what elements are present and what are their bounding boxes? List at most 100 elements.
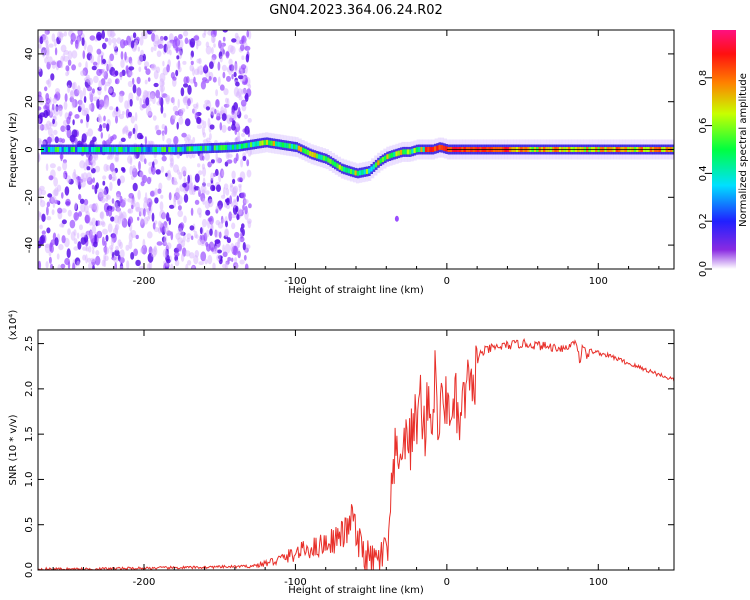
noise-speck (65, 198, 71, 207)
noise-speck (38, 260, 42, 269)
snr-xlabel: Height of straight line (km) (288, 585, 424, 596)
ridge-core (311, 152, 314, 157)
ridge-core (315, 153, 319, 159)
noise-speck (221, 113, 227, 122)
ridge-core (154, 147, 158, 152)
noise-speck (234, 231, 240, 239)
noise-speck (231, 170, 236, 180)
noise-speck (237, 177, 243, 183)
noise-speck (227, 257, 232, 262)
noise-speck (85, 158, 89, 167)
ridge-core (181, 146, 185, 152)
noise-speck (197, 238, 202, 246)
noise-speck (233, 245, 239, 256)
noise-speck (215, 99, 220, 108)
noise-speck (177, 205, 182, 211)
noise-speck (205, 241, 209, 247)
noise-speck (80, 232, 86, 238)
noise-speck (197, 163, 201, 168)
ridge-core (359, 170, 362, 176)
noise-speck (74, 137, 78, 145)
noise-speck (221, 124, 227, 133)
ridge-core (93, 147, 96, 152)
noise-speck (152, 95, 156, 105)
noise-speck (238, 185, 242, 193)
noise-speck (113, 43, 118, 50)
noise-speck (116, 206, 121, 213)
noise-speck (219, 122, 223, 131)
noise-speck (135, 259, 141, 267)
noise-speck (80, 236, 87, 245)
noise-speck (150, 165, 154, 172)
ridge-core (297, 145, 301, 151)
noise-speck (214, 230, 220, 238)
noise-speck (182, 60, 187, 65)
noise-speck (72, 119, 75, 126)
noise-speck (240, 192, 246, 199)
noise-speck (238, 75, 244, 80)
noise-speck (210, 159, 215, 164)
noise-speck (207, 161, 212, 168)
noise-speck (129, 60, 133, 67)
noise-speck (45, 163, 49, 171)
noise-speck (229, 195, 233, 205)
noise-speck (38, 66, 42, 72)
colorbar-tick-label: 0.4 (698, 165, 709, 181)
noise-speck (139, 36, 144, 46)
ridge-core (197, 146, 201, 152)
noise-speck (119, 265, 124, 269)
noise-speck (62, 173, 66, 179)
noise-speck (244, 125, 250, 135)
noise-speck (71, 82, 76, 90)
noise-speck (107, 223, 113, 233)
noise-speck (198, 187, 201, 193)
ridge-core (222, 145, 226, 151)
ridge-core (61, 147, 65, 152)
noise-speck (204, 79, 210, 84)
noise-speck (189, 38, 196, 48)
noise-speck (114, 70, 119, 76)
ridge-core (172, 147, 176, 152)
noise-speck (200, 184, 207, 194)
noise-speck (182, 182, 187, 188)
noise-speck (242, 204, 245, 211)
x-tick-label: 0 (444, 577, 450, 588)
noise-speck (49, 110, 53, 117)
noise-speck (155, 89, 160, 99)
noise-speck (200, 80, 206, 90)
noise-speck (214, 108, 217, 115)
noise-speck (79, 198, 85, 204)
noise-speck (120, 212, 124, 219)
noise-speck (142, 174, 148, 184)
noise-speck (61, 192, 64, 199)
noise-speck (217, 249, 222, 254)
noise-speck (132, 165, 137, 172)
noise-speck (74, 114, 80, 119)
noise-speck (126, 260, 130, 269)
noise-speck (146, 216, 150, 222)
ridge-core (215, 145, 219, 151)
noise-speck (213, 43, 216, 48)
noise-speck (76, 260, 80, 267)
noise-speck (212, 76, 217, 83)
noise-speck (224, 229, 229, 238)
ridge-core (381, 157, 385, 162)
noise-speck (114, 154, 120, 163)
noise-speck (146, 176, 152, 185)
noise-speck (66, 175, 71, 184)
noise-speck (186, 233, 192, 240)
ridge-core (220, 145, 224, 151)
noise-speck (61, 219, 67, 225)
ridge-core (84, 147, 87, 152)
noise-speck (40, 46, 47, 56)
noise-speck (135, 234, 139, 240)
ridge-core (327, 157, 330, 163)
snr-series-line (38, 337, 674, 570)
noise-speck (158, 182, 163, 191)
ridge-core (363, 169, 367, 175)
noise-speck (68, 111, 73, 117)
ridge-core (159, 147, 162, 152)
ridge-core (147, 147, 151, 152)
noise-speck (90, 154, 96, 164)
